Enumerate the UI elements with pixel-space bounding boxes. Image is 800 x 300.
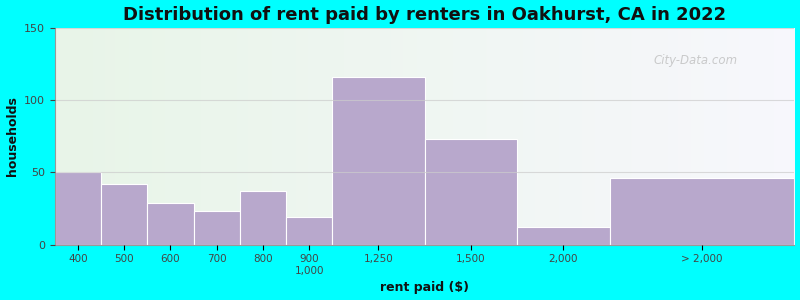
Text: City-Data.com: City-Data.com bbox=[654, 54, 738, 67]
Bar bbox=[55, 172, 101, 244]
Bar bbox=[610, 178, 794, 244]
X-axis label: rent paid ($): rent paid ($) bbox=[380, 281, 469, 294]
Bar bbox=[101, 184, 147, 244]
Bar bbox=[147, 203, 194, 244]
Bar bbox=[286, 217, 332, 244]
Y-axis label: households: households bbox=[6, 96, 18, 176]
Bar bbox=[517, 227, 610, 244]
Bar bbox=[240, 191, 286, 244]
Bar bbox=[425, 139, 517, 244]
Title: Distribution of rent paid by renters in Oakhurst, CA in 2022: Distribution of rent paid by renters in … bbox=[123, 6, 726, 24]
Bar bbox=[332, 77, 425, 244]
Bar bbox=[194, 211, 240, 244]
